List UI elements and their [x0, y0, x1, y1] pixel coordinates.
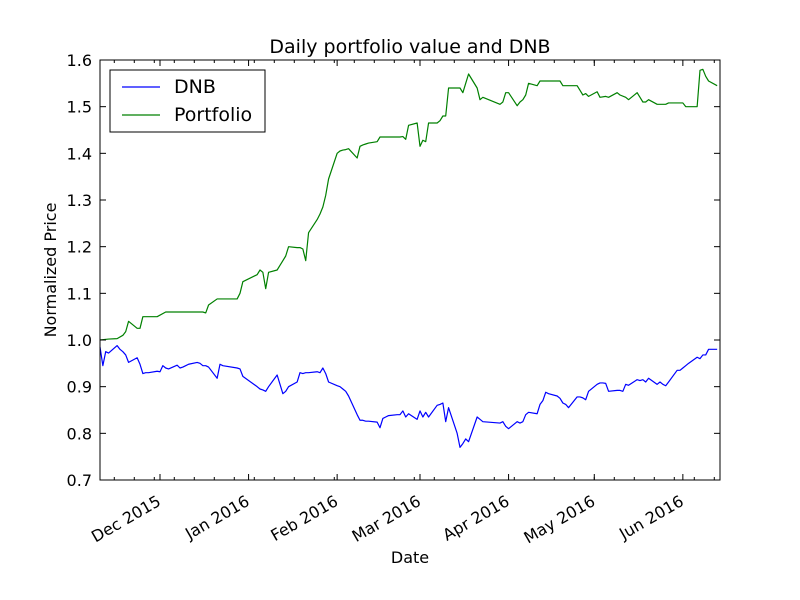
y-tick-label: 1.2 — [67, 238, 92, 257]
y-tick-label: 0.8 — [67, 424, 92, 443]
y-tick-label: 1.0 — [67, 331, 92, 350]
series-layer — [99, 68, 718, 448]
y-axis: 0.7 0.8 0.9 1.0 1.1 1.2 1.3 1.4 1.5 1.6 — [67, 51, 720, 490]
x-axis-title: Date — [391, 548, 429, 567]
legend-label-portfolio: Portfolio — [174, 104, 252, 126]
series-line-portfolio — [99, 68, 718, 341]
series-line-dnb — [99, 345, 718, 448]
y-tick-label: 1.1 — [67, 284, 92, 303]
y-tick-label: 1.5 — [67, 98, 92, 117]
y-tick-label: 1.4 — [67, 144, 92, 163]
chart-title: Daily portfolio value and DNB — [269, 36, 550, 58]
plot-frame — [99, 59, 721, 481]
legend-label-dnb: DNB — [174, 76, 216, 98]
y-tick-label: 1.3 — [67, 191, 92, 210]
y-tick-label: 0.9 — [67, 378, 92, 397]
y-tick-label: 1.6 — [67, 51, 92, 70]
y-tick-label: 0.7 — [67, 471, 92, 490]
y-axis-title: Normalized Price — [41, 203, 60, 338]
legend: DNB Portfolio — [109, 69, 266, 133]
legend-box — [109, 69, 266, 133]
